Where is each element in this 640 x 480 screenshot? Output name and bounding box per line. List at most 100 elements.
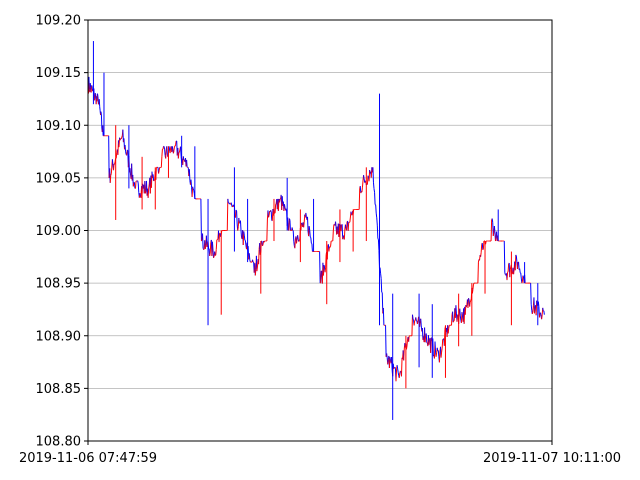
y-axis: 108.80 108.85 108.90 108.95 109.00 109.05 109.… — [36, 14, 88, 450]
price-segment — [485, 240, 487, 245]
price-segment — [319, 251, 321, 284]
price-segment — [144, 190, 147, 194]
price-segment — [268, 211, 271, 216]
price-segment — [515, 254, 517, 257]
price-segment — [202, 233, 204, 249]
price-segment — [373, 188, 376, 193]
price-segment — [513, 269, 515, 275]
price-segment — [443, 329, 446, 346]
price-segment — [278, 198, 281, 203]
price-segment — [153, 179, 156, 181]
price-segment — [397, 372, 400, 376]
price-segment — [226, 198, 229, 231]
price-segment — [482, 240, 485, 250]
y-tick-label: 109.05 — [36, 171, 82, 186]
price-segment — [240, 230, 243, 238]
price-segment — [375, 213, 378, 218]
price-segment — [161, 149, 163, 157]
price-segment — [291, 227, 294, 231]
price-segment — [249, 259, 251, 263]
price-segment — [537, 301, 540, 307]
price-segment — [300, 222, 302, 231]
price-segment — [411, 314, 414, 320]
price-segment — [252, 259, 254, 263]
price-segment — [182, 156, 185, 160]
price-segment — [322, 265, 325, 276]
price-segment — [452, 320, 455, 323]
price-segment — [493, 225, 496, 233]
price-segment — [344, 224, 347, 229]
price-segment — [126, 149, 128, 156]
price-segment — [214, 251, 216, 256]
price-segment — [440, 352, 443, 358]
price-segment — [412, 318, 415, 321]
price-segment — [186, 159, 188, 168]
price-segment — [126, 149, 129, 151]
price-segment — [266, 219, 268, 242]
price-segment — [481, 243, 484, 250]
x-tick-label: 2019-11-07 10:11:00 — [483, 451, 621, 466]
price-segment — [395, 369, 398, 382]
price-segment — [435, 352, 438, 357]
price-segment — [192, 186, 194, 189]
price-segment — [132, 182, 135, 187]
price-segment — [464, 305, 467, 315]
price-segment — [452, 311, 454, 323]
price-segment — [231, 206, 234, 208]
price-segment — [376, 225, 379, 239]
price-segment — [320, 270, 322, 283]
price-segment — [520, 272, 522, 279]
price-segment — [350, 211, 352, 215]
price-segment — [172, 150, 175, 154]
price-segment — [408, 335, 410, 342]
price-segment — [387, 359, 389, 365]
price-segment — [509, 266, 512, 270]
price-segment — [335, 221, 337, 227]
price-segment — [406, 339, 409, 346]
price-segment — [420, 318, 422, 326]
price-segment — [329, 245, 332, 248]
y-tick-label: 108.85 — [36, 382, 82, 397]
price-segment — [218, 233, 221, 243]
price-segment — [509, 269, 511, 278]
price-segment — [518, 262, 520, 270]
price-segment — [515, 256, 518, 262]
price-segment — [325, 254, 327, 268]
price-segment — [110, 173, 112, 176]
price-segment — [416, 321, 419, 324]
price-segment — [428, 339, 431, 345]
price-segment — [385, 325, 387, 357]
price-segment — [169, 147, 172, 154]
price-segment — [519, 268, 521, 273]
price-segment — [285, 208, 288, 212]
price-segment — [532, 305, 534, 313]
price-segment — [473, 282, 475, 285]
price-segment — [203, 248, 205, 250]
price-segment — [238, 217, 240, 223]
price-segment — [298, 240, 300, 242]
price-segment — [394, 366, 396, 369]
price-segment — [396, 365, 399, 369]
price-segment — [469, 302, 471, 307]
price-segment — [424, 335, 427, 343]
price-segment — [235, 209, 238, 212]
price-segment — [477, 262, 479, 284]
price-segment — [459, 315, 462, 321]
price-segment — [494, 236, 497, 242]
price-segment — [405, 345, 408, 350]
price-segment — [451, 314, 453, 326]
price-segment — [305, 212, 307, 217]
price-segment — [216, 238, 219, 240]
price-segment — [310, 242, 313, 245]
price-segment — [332, 230, 334, 242]
price-segment — [243, 235, 246, 241]
price-segment — [213, 256, 215, 259]
price-segment — [206, 242, 208, 247]
y-tick-label: 109.15 — [36, 66, 82, 81]
price-segment — [165, 148, 167, 159]
y-tick-label: 108.95 — [36, 277, 82, 292]
price-segment — [419, 320, 421, 327]
price-segment — [413, 320, 416, 326]
